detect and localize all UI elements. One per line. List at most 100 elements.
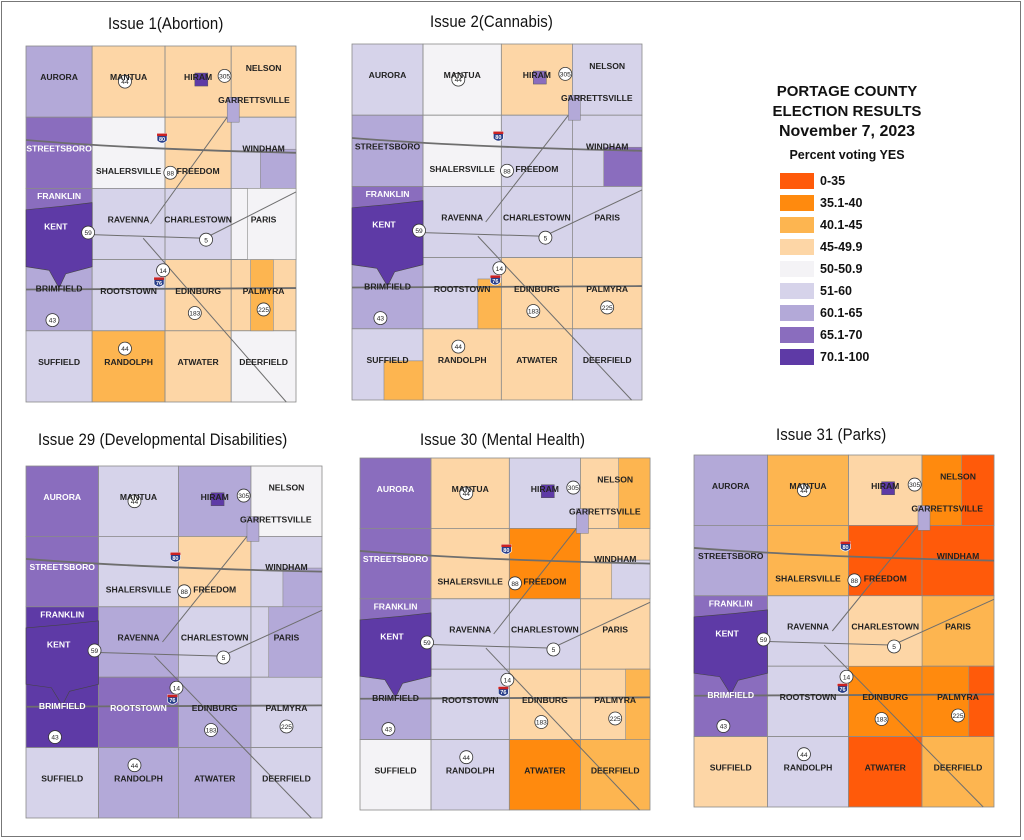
township-label: PALMYRA bbox=[586, 284, 628, 294]
route-shield-icon: 225 bbox=[279, 719, 294, 734]
route-shield-icon: 44 bbox=[797, 483, 811, 498]
interstate-shield-icon: 76 bbox=[498, 686, 509, 697]
township-label: EDINBURG bbox=[522, 695, 568, 705]
interstate-76-road bbox=[351, 285, 643, 289]
township-paris bbox=[921, 595, 995, 667]
township-atwater bbox=[500, 328, 573, 401]
township-freedom bbox=[848, 525, 923, 597]
route-number: 14 bbox=[504, 677, 512, 684]
township-label: GARRETTSVILLE bbox=[911, 503, 983, 513]
interstate-number: 76 bbox=[839, 687, 845, 693]
legend-label: 65.1-70 bbox=[820, 328, 863, 342]
route-shield-icon: 59 bbox=[756, 632, 771, 647]
route-number: 44 bbox=[455, 344, 463, 351]
township-suffield bbox=[25, 330, 93, 403]
route-number: 44 bbox=[121, 79, 129, 86]
township-label: AURORA bbox=[712, 481, 750, 491]
route-number: 5 bbox=[552, 647, 556, 654]
township-label: AURORA bbox=[369, 70, 407, 80]
route-shield-icon: 88 bbox=[847, 573, 862, 588]
legend-label: 51-60 bbox=[820, 284, 852, 298]
windham-east-precinct bbox=[282, 567, 323, 608]
route-shield-icon: 183 bbox=[534, 715, 549, 729]
route-shield-icon: 14 bbox=[839, 669, 854, 684]
township-ravenna bbox=[91, 187, 166, 260]
route-shield-icon: 305 bbox=[566, 480, 581, 495]
route-88-road bbox=[831, 525, 919, 632]
route-number: 59 bbox=[415, 228, 423, 235]
township-label: GARRETTSVILLE bbox=[561, 93, 633, 103]
township-label: SHALERSVILLE bbox=[106, 585, 172, 595]
legend-item: 50-50.9 bbox=[780, 258, 952, 280]
legend-label: 40.1-45 bbox=[820, 218, 863, 232]
township-label: ATWATER bbox=[178, 357, 220, 367]
kent-city-area bbox=[25, 202, 93, 289]
legend-item: 70.1-100 bbox=[780, 346, 952, 368]
township-label: KENT bbox=[44, 222, 68, 232]
route-number: 183 bbox=[876, 717, 887, 724]
interstate-number: 80 bbox=[495, 135, 501, 141]
hiram-village-area bbox=[881, 481, 895, 496]
township-atwater bbox=[178, 747, 252, 819]
route-number: 59 bbox=[423, 640, 431, 647]
route-number: 44 bbox=[463, 491, 471, 498]
route-number: 183 bbox=[528, 309, 539, 316]
township-label: SHALERSVILLE bbox=[96, 166, 162, 176]
interstate-shield-icon: 80 bbox=[840, 541, 851, 552]
township-paris bbox=[571, 185, 643, 258]
legend-label: 50-50.9 bbox=[820, 262, 863, 276]
township-shalersville bbox=[422, 114, 502, 187]
interstate-number: 76 bbox=[156, 281, 162, 287]
route-number: 44 bbox=[131, 763, 139, 770]
township-deerfield bbox=[579, 739, 651, 811]
township-label: ROOTSTOWN bbox=[110, 703, 167, 713]
township-label: SUFFIELD bbox=[710, 762, 752, 772]
township-label: STREETSBORO bbox=[363, 554, 429, 564]
legend-item: 45-49.9 bbox=[780, 236, 952, 258]
route-shield-icon: 5 bbox=[887, 639, 901, 654]
township-label: SHALERSVILLE bbox=[429, 164, 495, 174]
township-label: MANTUA bbox=[452, 484, 489, 494]
route-shield-icon: 44 bbox=[118, 341, 132, 356]
map-svg: 44 305 88 59 5 14 43 183 225 44 80 76 AURORA MANTUA HI… bbox=[25, 465, 323, 819]
township-label: WINDHAM bbox=[265, 562, 307, 572]
windham-east-precinct bbox=[611, 559, 651, 600]
township-label: EDINBURG bbox=[175, 286, 221, 296]
township-label: EDINBURG bbox=[192, 703, 238, 713]
township-label: GARRETTSVILLE bbox=[569, 506, 641, 516]
township-label: WINDHAM bbox=[937, 551, 979, 561]
township-label: ROOTSTOWN bbox=[442, 695, 499, 705]
township-label: CHARLESTOWN bbox=[851, 622, 919, 632]
map-svg: 44 305 88 59 5 14 43 183 225 44 80 76 AURORA MANTUA HI… bbox=[351, 43, 643, 401]
route-number: 225 bbox=[281, 724, 292, 731]
township-label: MANTUA bbox=[120, 492, 157, 502]
township-suffield bbox=[25, 747, 99, 819]
route-number: 59 bbox=[91, 648, 99, 655]
township-label: PARIS bbox=[594, 213, 620, 223]
interstate-shield-icon: 76 bbox=[837, 683, 848, 694]
route-number: 44 bbox=[463, 755, 471, 762]
legend-label: 70.1-100 bbox=[820, 350, 870, 364]
hiram-village-area bbox=[194, 72, 209, 87]
legend-label: 35.1-40 bbox=[820, 196, 863, 210]
legend-swatch bbox=[780, 283, 814, 299]
township-label: CHARLESTOWN bbox=[164, 215, 232, 225]
township-label: PARIS bbox=[274, 633, 300, 643]
hiram-village-area bbox=[533, 70, 547, 85]
township-label: SHALERSVILLE bbox=[775, 574, 841, 584]
route-number: 225 bbox=[952, 713, 963, 720]
route-shield-icon: 225 bbox=[600, 300, 615, 315]
route-shield-icon: 88 bbox=[508, 576, 522, 591]
route-shield-icon: 225 bbox=[951, 708, 965, 723]
interstate-shield-icon: 76 bbox=[490, 275, 501, 286]
township-charlestown bbox=[500, 185, 573, 258]
route-shield-icon: 305 bbox=[236, 488, 251, 503]
township-label: BRIMFIELD bbox=[36, 284, 83, 294]
route-shield-icon: 183 bbox=[204, 723, 218, 737]
garrettsville-village-area bbox=[568, 95, 581, 121]
township-label: WINDHAM bbox=[594, 554, 636, 564]
township-label: PALMYRA bbox=[937, 692, 979, 702]
paris-precinct bbox=[247, 188, 297, 260]
township-label: SHALERSVILLE bbox=[437, 577, 503, 587]
route-number: 43 bbox=[385, 727, 393, 734]
